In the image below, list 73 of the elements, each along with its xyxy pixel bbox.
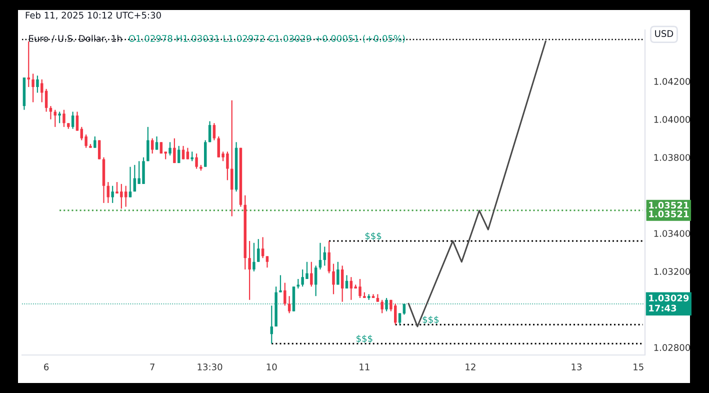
candlestick xyxy=(310,261,313,288)
candlestick xyxy=(332,263,335,295)
candlestick xyxy=(398,312,402,326)
candlestick xyxy=(150,138,154,154)
y-tick-label: 1.02800 xyxy=(654,344,690,351)
candlestick xyxy=(124,185,128,208)
candlestick xyxy=(340,265,344,302)
candlestick xyxy=(350,276,353,300)
candlestick xyxy=(318,242,322,270)
annotation: $$$ xyxy=(365,232,382,240)
x-tick-label: 13:30 xyxy=(198,363,222,370)
candlestick xyxy=(257,238,260,262)
y-tick-label: 1.04200 xyxy=(654,78,690,85)
candlestick xyxy=(288,296,291,314)
candlestick xyxy=(58,111,61,124)
y-axis-title: USD xyxy=(655,30,674,37)
x-tick-label: 6 xyxy=(44,363,49,370)
y-tick-label: 1.03200 xyxy=(654,268,690,275)
x-tick-label: 15 xyxy=(634,364,644,370)
candlestick xyxy=(284,282,286,306)
candlestick xyxy=(94,136,96,148)
candlestick xyxy=(328,240,330,274)
candlestick xyxy=(323,246,326,266)
candlestick xyxy=(248,240,251,300)
candlestick xyxy=(76,111,79,132)
candlestick xyxy=(106,181,110,204)
y-tick-label: 1.03800 xyxy=(654,154,690,161)
candlestick xyxy=(168,142,172,156)
candlestick xyxy=(252,242,256,272)
candlestick xyxy=(345,274,348,290)
candlestick xyxy=(54,109,57,128)
candlestick xyxy=(279,274,282,293)
candlestick xyxy=(155,136,158,150)
text: Feb 11, 2025 10:12 UTC+5:30 xyxy=(26,12,161,20)
candlestick xyxy=(208,120,212,143)
candlestick xyxy=(296,278,300,290)
candlestick xyxy=(177,145,180,164)
candlestick xyxy=(128,166,132,198)
annotation: $$$ xyxy=(422,316,439,324)
x-tick-label: 11 xyxy=(360,364,370,370)
candlestick xyxy=(380,299,384,314)
y-tick-label: 1.04000 xyxy=(654,116,690,123)
candlestick xyxy=(32,73,34,103)
candlestick xyxy=(36,75,39,94)
candlestick xyxy=(394,303,397,326)
candlestick xyxy=(212,122,216,141)
candlestick xyxy=(266,256,269,268)
x-tick-label: 13 xyxy=(572,363,582,370)
ref-line-label: 1.03029 17:43 xyxy=(649,294,689,312)
y-tick-label: 1.03400 xyxy=(654,230,690,237)
text: 1.03521 xyxy=(649,210,689,218)
candlestick xyxy=(314,265,318,297)
candlestick xyxy=(133,164,136,192)
x-tick-label: 7 xyxy=(150,364,154,370)
candlestick xyxy=(173,138,176,164)
chart-subtitle: O1.02978 H1.03031 L1.02972 C1.03029 +0.00051 (+0.05%) xyxy=(128,34,405,43)
candlestick xyxy=(98,140,101,160)
text: 1.03521 xyxy=(649,202,689,209)
candlestick xyxy=(62,109,66,128)
candlestick xyxy=(230,100,234,217)
candlestick xyxy=(27,40,30,88)
chart-title: Euro / U.S. Dollar, 1h xyxy=(29,34,122,43)
candlestick xyxy=(111,185,114,204)
candlestick xyxy=(195,152,198,170)
candlestick xyxy=(182,145,185,160)
x-tick-label: 12 xyxy=(466,363,476,370)
candlestick xyxy=(71,111,74,130)
x-tick-label: 10 xyxy=(266,363,277,370)
candlestick xyxy=(146,126,150,162)
candlestick xyxy=(261,236,264,259)
candlestick xyxy=(336,261,340,286)
annotation: $$$ xyxy=(356,334,372,344)
line-series xyxy=(408,40,546,328)
